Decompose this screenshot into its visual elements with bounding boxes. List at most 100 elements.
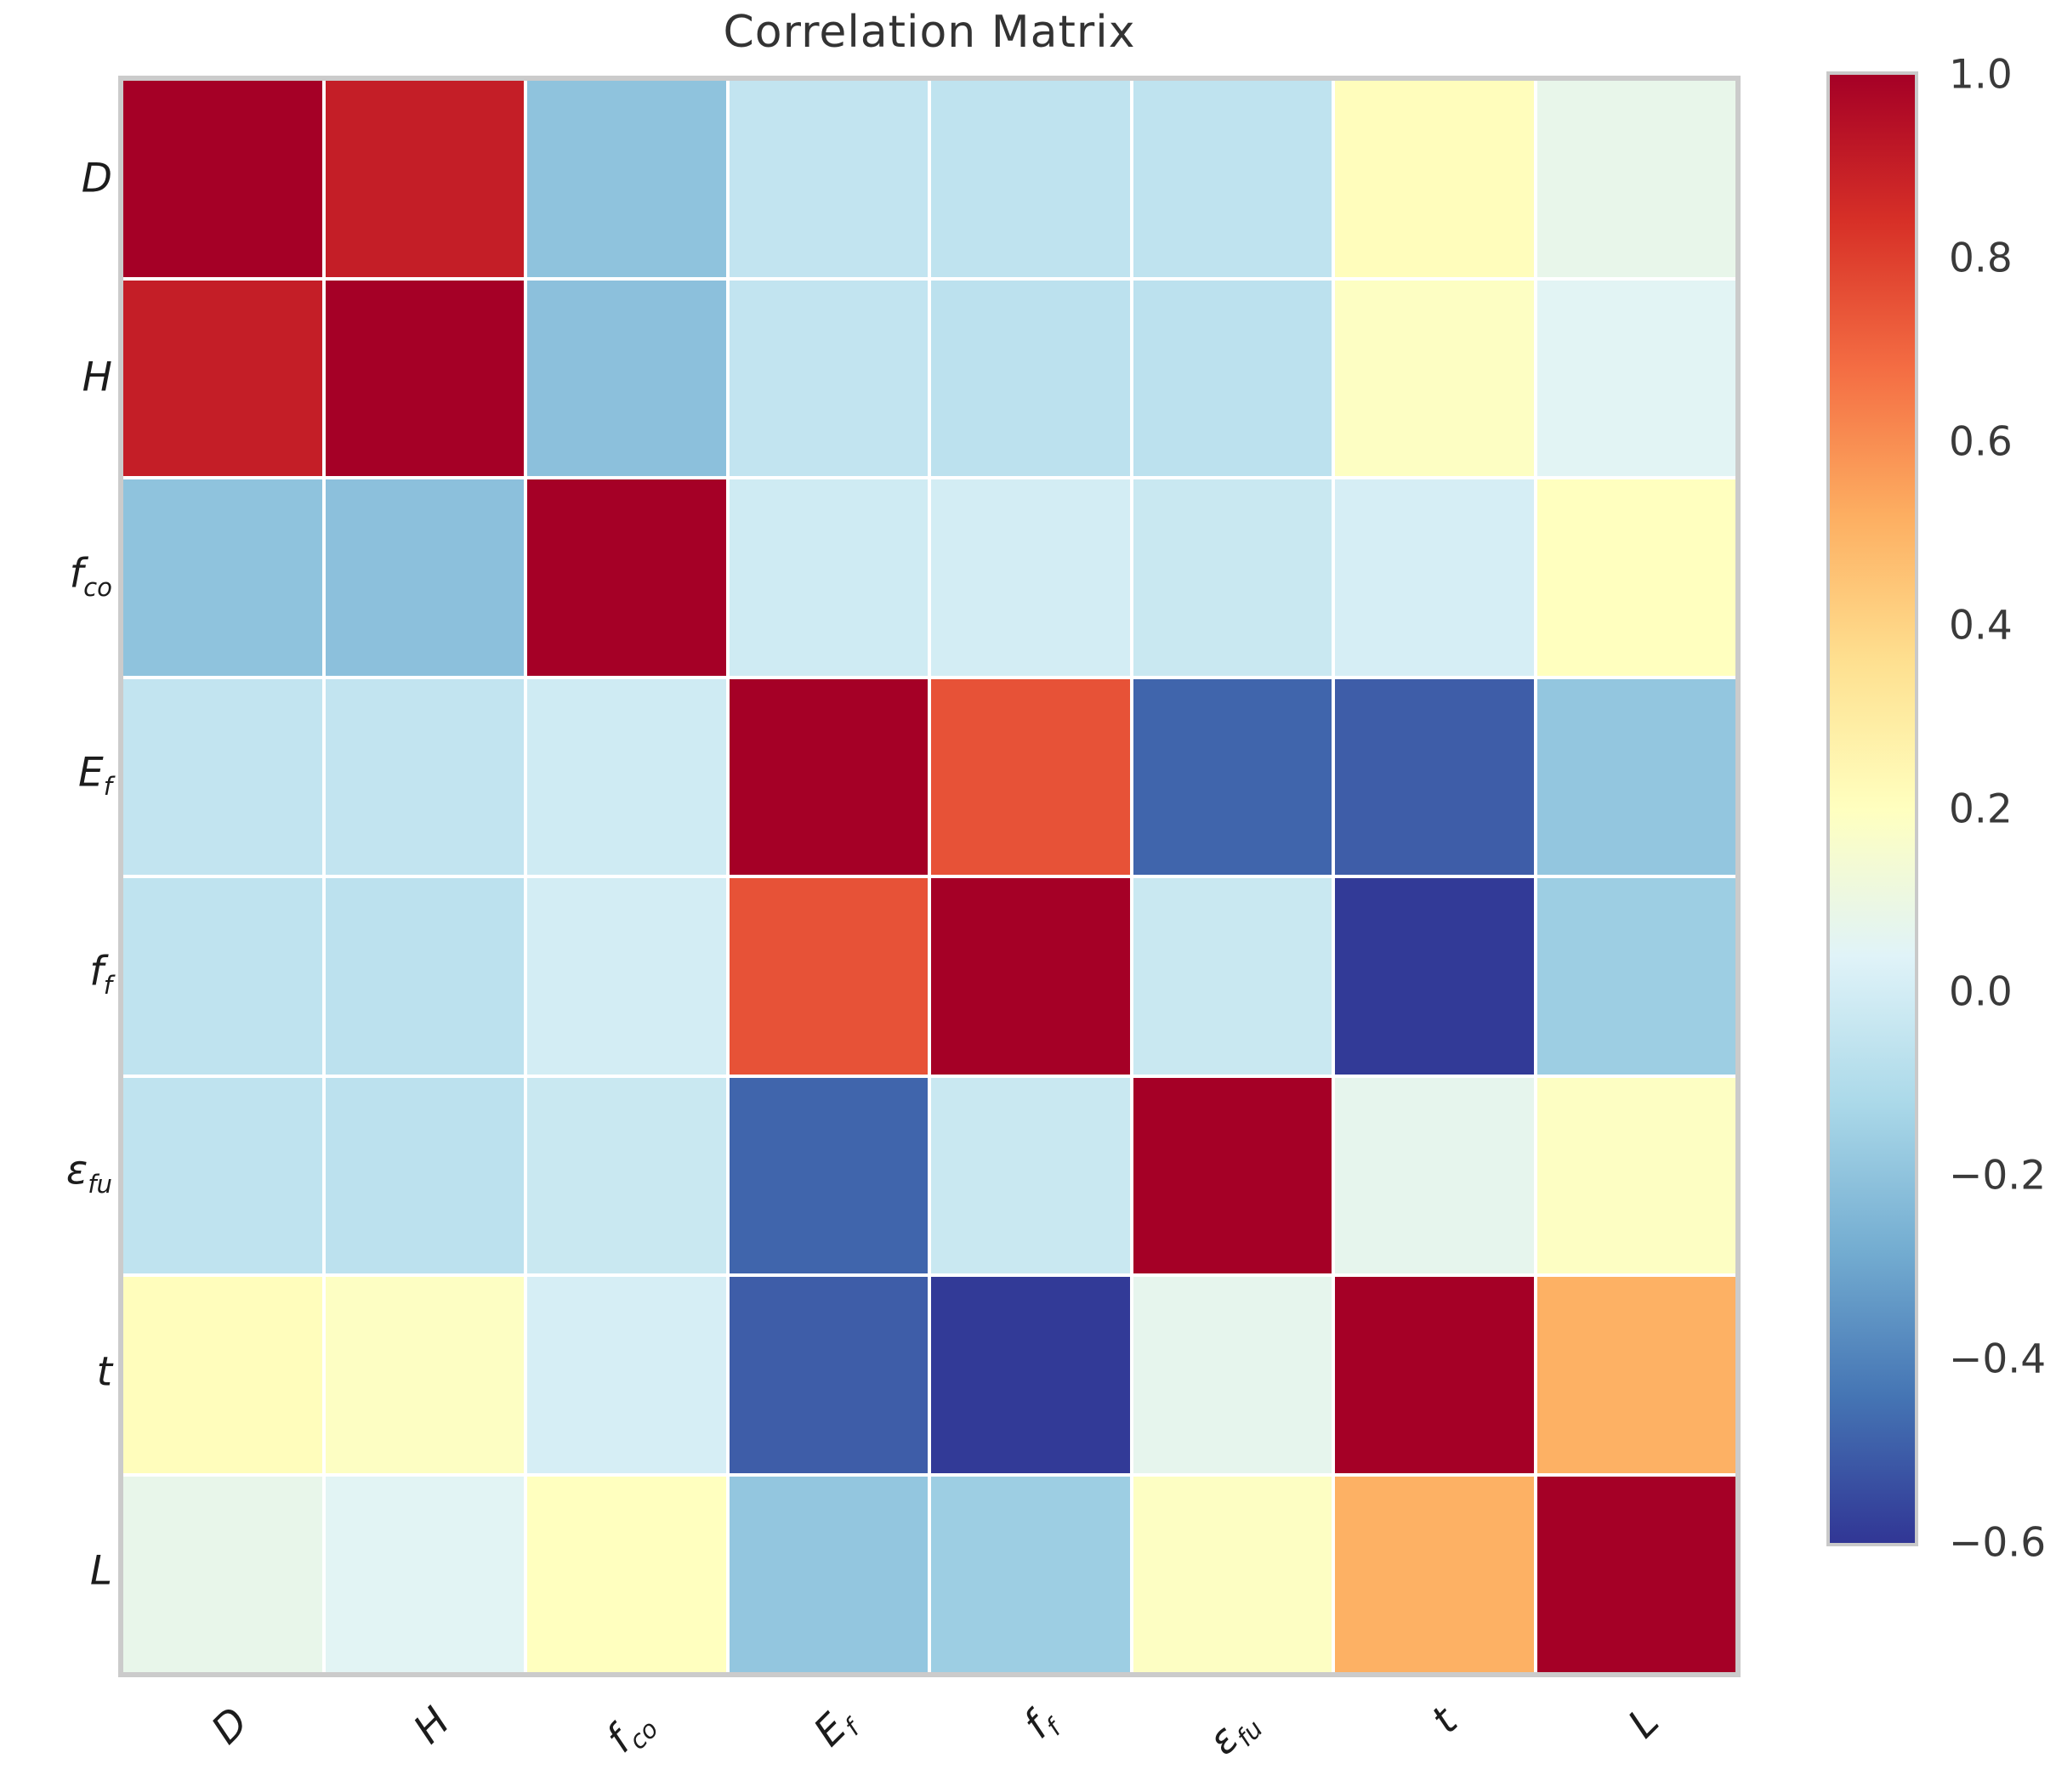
heatmap-cell	[1536, 878, 1735, 1075]
heatmap-cell	[123, 479, 322, 676]
variable-name: L	[89, 1547, 112, 1595]
variable-name: D	[202, 1698, 258, 1754]
heatmap-cell	[1536, 678, 1735, 875]
heatmap-cell	[325, 479, 524, 676]
heatmap-cell	[729, 1277, 928, 1473]
y-tick-label: εfu	[0, 1147, 112, 1198]
heatmap-cell	[527, 81, 726, 277]
heatmap-cell	[931, 280, 1130, 476]
y-tick-label: t	[0, 1348, 112, 1395]
heatmap-cell	[325, 1077, 524, 1273]
variable-name: ε	[65, 1147, 88, 1194]
heatmap-cell	[527, 479, 726, 676]
variable-name: H	[82, 354, 112, 401]
heatmap-cell	[527, 1077, 726, 1273]
heatmap-cell	[325, 878, 524, 1075]
heatmap-cell	[729, 878, 928, 1075]
heatmap-cell	[1133, 678, 1332, 875]
heatmap-cell	[1335, 1476, 1534, 1672]
heatmap-cell	[1536, 1077, 1735, 1273]
heatmap-cell	[729, 1476, 928, 1672]
colorbar-tick-label: 0.8	[1949, 235, 2013, 282]
y-tick-label: ff	[0, 948, 112, 999]
heatmap-cell	[123, 678, 322, 875]
y-tick-label: L	[0, 1547, 112, 1594]
heatmap-cell	[123, 280, 322, 476]
heatmap-cell	[931, 479, 1130, 676]
colorbar-tick-label: −0.6	[1949, 1519, 2047, 1567]
heatmap-cell	[1536, 1277, 1735, 1473]
x-tick-label: L	[1526, 1698, 1667, 1792]
heatmap-cell	[1335, 1277, 1534, 1473]
variable-subscript: fu	[88, 1169, 112, 1199]
heatmap-cell	[325, 81, 524, 277]
variable-name: E	[78, 749, 104, 797]
variable-name: f	[89, 948, 104, 995]
heatmap-cell	[729, 280, 928, 476]
heatmap-cell	[527, 678, 726, 875]
heatmap-cell	[325, 280, 524, 476]
heatmap-cell	[1133, 280, 1332, 476]
y-tick-label: Ef	[0, 749, 112, 800]
heatmap-cell	[527, 1277, 726, 1473]
colorbar-tick-label: 1.0	[1949, 51, 2013, 99]
y-tick-label: D	[0, 155, 112, 201]
chart-title: Correlation Matrix	[723, 7, 1136, 58]
heatmap-cell	[1536, 1476, 1735, 1672]
y-tick-label: fco	[0, 550, 112, 601]
colorbar-tick-label: 0.2	[1949, 785, 2013, 832]
heatmap-cell	[1133, 479, 1332, 676]
colorbar-tick-label: 0.0	[1949, 968, 2013, 1016]
heatmap-cell	[123, 878, 322, 1075]
variable-name: L	[1618, 1698, 1668, 1748]
y-tick-label: H	[0, 354, 112, 400]
colorbar-gradient	[1826, 71, 1918, 1546]
heatmap-cell	[931, 678, 1130, 875]
variable-name: H	[404, 1698, 459, 1753]
heatmap-cell	[1133, 1077, 1332, 1273]
colorbar-tick-label: −0.4	[1949, 1335, 2047, 1383]
heatmap-cell	[1133, 81, 1332, 277]
x-tick-label: fco	[519, 1698, 663, 1792]
heatmap-cell	[1133, 878, 1332, 1075]
heatmap-cell	[1536, 81, 1735, 277]
colorbar-tick-label: −0.2	[1949, 1152, 2047, 1199]
x-tick-label: ff	[922, 1698, 1067, 1792]
x-tick-label: D	[116, 1698, 257, 1792]
heatmap-cell	[1536, 479, 1735, 676]
variable-name: t	[96, 1348, 112, 1396]
heatmap-cell	[123, 81, 322, 277]
variable-subscript: f	[103, 970, 112, 1000]
heatmap-cell	[123, 1277, 322, 1473]
heatmap-cell	[1536, 280, 1735, 476]
heatmap-cell	[931, 878, 1130, 1075]
heatmap-cell	[1133, 1277, 1332, 1473]
heatmap-cell	[1335, 878, 1534, 1075]
variable-subscript: co	[83, 572, 112, 602]
heatmap-cell	[729, 1077, 928, 1273]
heatmap-cell	[1335, 81, 1534, 277]
heatmap-grid	[118, 76, 1741, 1677]
heatmap-cell	[527, 280, 726, 476]
heatmap-cell	[325, 1277, 524, 1473]
variable-name: t	[1422, 1698, 1467, 1743]
heatmap-cell	[1335, 280, 1534, 476]
heatmap-cell	[1335, 479, 1534, 676]
colorbar-tick-label: 0.4	[1949, 602, 2013, 649]
x-tick-label: t	[1325, 1698, 1466, 1792]
heatmap-cell	[123, 1077, 322, 1273]
heatmap-cell	[527, 1476, 726, 1672]
x-tick-label: εfu	[1123, 1698, 1268, 1792]
heatmap-cell	[931, 1077, 1130, 1273]
variable-name: f	[69, 550, 84, 598]
heatmap-cell	[123, 1476, 322, 1672]
heatmap-cell	[1335, 678, 1534, 875]
variable-subscript: f	[103, 771, 112, 801]
heatmap-cell	[1133, 1476, 1332, 1672]
heatmap-cell	[931, 81, 1130, 277]
variable-name: D	[81, 155, 112, 202]
x-tick-label: H	[317, 1698, 459, 1792]
heatmap-cell	[729, 479, 928, 676]
heatmap-cell	[325, 678, 524, 875]
